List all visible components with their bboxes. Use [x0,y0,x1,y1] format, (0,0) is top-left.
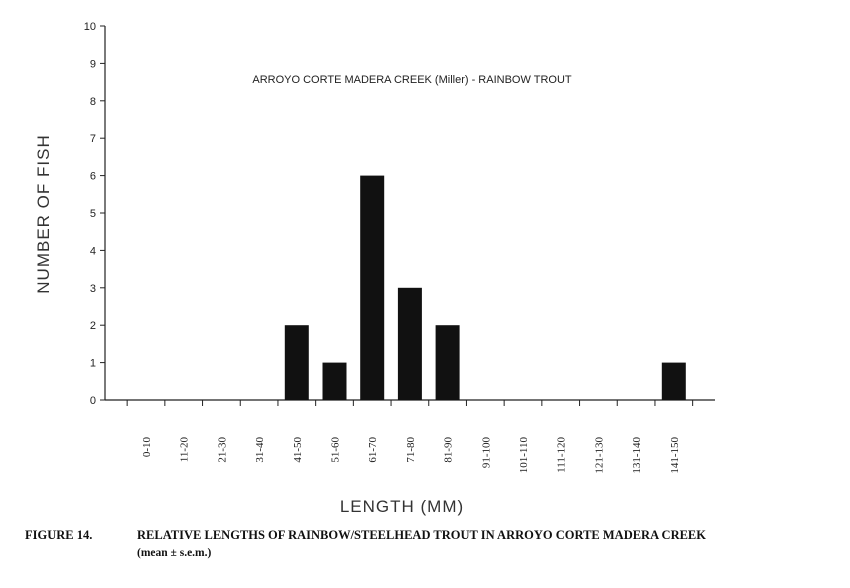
x-tick-label: 141-150 [669,437,681,474]
y-tick-label: 0 [90,395,96,407]
chart-title: ARROYO CORTE MADERA CREEK (Miller) - RAI… [252,74,572,86]
bars [284,175,686,400]
x-tick-label: 0-10 [141,437,153,458]
figure-caption: FIGURE 14. RELATIVE LENGTHS OF RAINBOW/ST… [25,528,840,559]
y-tick-label: 7 [90,133,96,145]
x-tick-label: 41-50 [292,437,304,463]
y-tick-label: 3 [90,283,96,295]
y-tick-label: 5 [90,208,96,220]
bar [435,325,460,400]
figure-number: FIGURE 14. [25,528,93,542]
length-frequency-chart: 0 1 2 3 4 5 6 7 8 9 10 0-10 11-20 21-30 31-40 41-50 51-… [34,21,715,516]
x-tick-label: 101-110 [518,437,530,474]
x-tick-label: 21-30 [216,437,228,463]
x-tick-label: 91-100 [480,437,492,469]
figure-caption-text: RELATIVE LENGTHS OF RAINBOW/STEELHEAD TR… [137,528,706,542]
y-tick-label: 2 [90,320,96,332]
x-tick-label: 71-80 [405,437,417,463]
y-tick-label: 10 [84,21,96,33]
bar [322,362,347,400]
x-tick-label: 111-120 [556,437,568,473]
y-tick-label: 8 [90,96,96,108]
x-tick-label: 31-40 [254,437,266,463]
y-tick-label: 4 [90,245,96,257]
y-axis-label: NUMBER OF FISH [34,134,53,293]
x-tick-label: 81-90 [443,437,455,463]
figure-caption-subtext: (mean ± s.e.m.) [137,547,212,559]
y-tick-label: 6 [90,171,96,183]
y-tick-label: 9 [90,58,96,70]
bar [360,175,385,400]
x-axis: 0-10 11-20 21-30 31-40 41-50 51-60 61-70 71-80 8… [105,399,715,474]
bar [284,325,309,400]
x-tick-label: 121-130 [593,437,605,474]
x-tick-label: 131-140 [631,437,643,474]
bar [397,287,422,400]
y-tick-label: 1 [90,358,96,370]
y-axis: 0 1 2 3 4 5 6 7 8 9 10 [84,21,106,407]
x-tick-label: 51-60 [330,437,342,463]
x-axis-label: LENGTH (MM) [340,497,464,516]
bar [661,362,686,400]
x-tick-label: 11-20 [179,437,191,463]
x-tick-label: 61-70 [367,437,379,463]
